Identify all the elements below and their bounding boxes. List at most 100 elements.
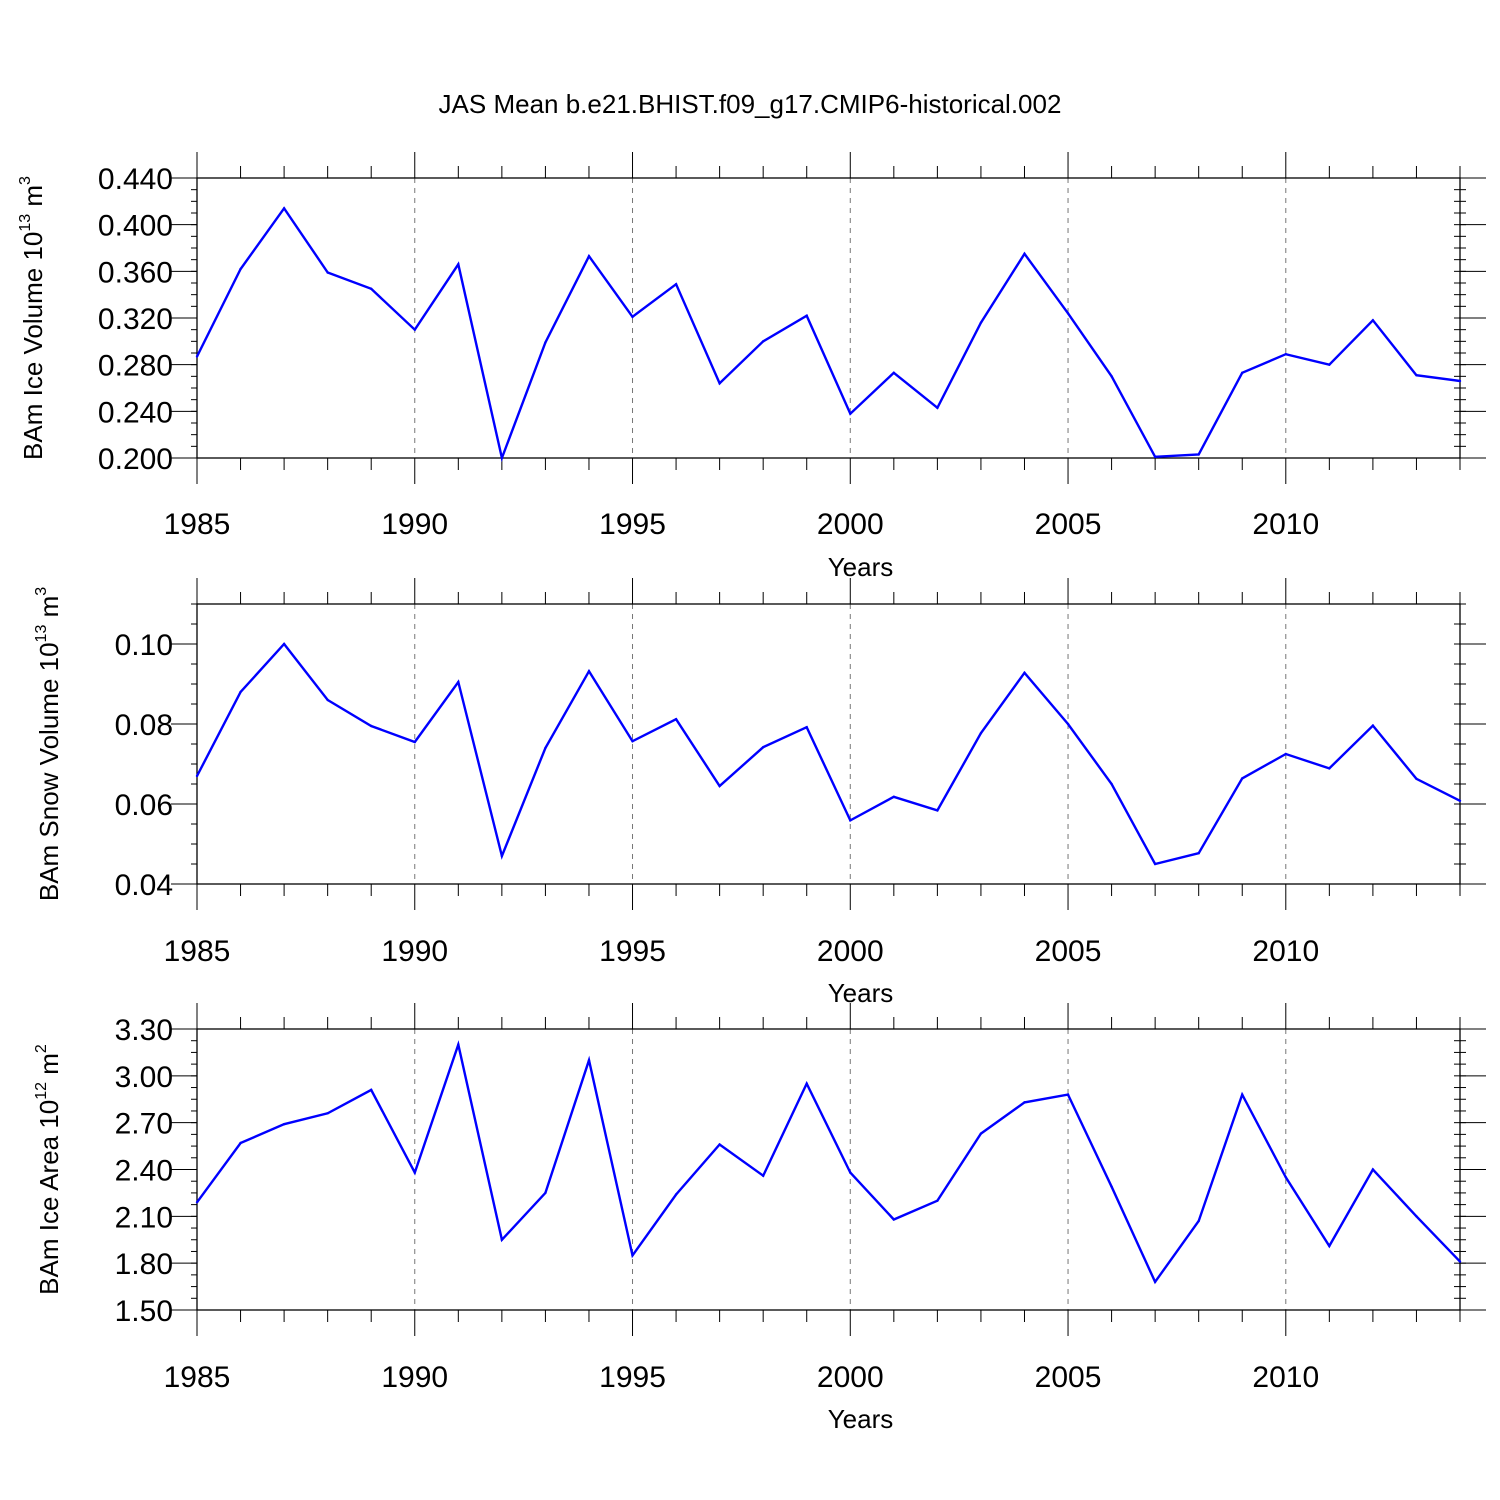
data-point	[718, 382, 721, 385]
y-tick-label: 0.360	[98, 256, 173, 289]
data-point	[1241, 777, 1244, 780]
data-point	[1458, 799, 1462, 802]
x-tick-label: 2005	[1035, 935, 1102, 968]
data-point	[718, 784, 721, 788]
y-axis-label-superscript: 3	[33, 587, 50, 596]
data-point	[1110, 782, 1113, 786]
data-point	[1328, 363, 1331, 366]
data-point	[1066, 312, 1070, 315]
data-point	[1371, 724, 1375, 727]
data-point	[1197, 852, 1200, 855]
data-point	[413, 1171, 416, 1174]
data-point	[1458, 379, 1462, 383]
y-tick-label: 0.440	[98, 163, 173, 196]
data-point	[1153, 862, 1157, 866]
data-point	[849, 412, 852, 415]
x-tick-label: 1995	[599, 508, 666, 541]
data-point	[936, 406, 939, 410]
data-point	[587, 670, 591, 673]
data-point	[1284, 352, 1287, 356]
y-axis-label-part: m	[18, 185, 48, 214]
data-point	[631, 1254, 634, 1257]
data-point	[1153, 455, 1157, 459]
data-point	[239, 690, 242, 694]
data-point	[631, 315, 634, 319]
y-tick-label: 1.80	[115, 1248, 173, 1281]
y-axis-label-part: m	[34, 596, 64, 625]
y-axis-label-part: BAm Ice Area 10	[34, 1100, 64, 1295]
data-point	[936, 809, 939, 812]
x-tick-label: 2010	[1252, 1361, 1319, 1394]
y-axis-label: BAm Snow Volume 1013 m3	[33, 587, 64, 901]
data-point	[544, 341, 547, 344]
data-point	[500, 854, 504, 858]
x-tick-label: 1990	[381, 935, 448, 968]
data-point	[239, 1141, 242, 1145]
y-tick-label: 0.280	[98, 350, 173, 383]
data-point	[500, 1238, 504, 1241]
x-tick-label: 2005	[1035, 508, 1102, 541]
y-tick-label: 0.400	[98, 210, 173, 243]
y-tick-label: 2.10	[115, 1201, 173, 1234]
data-point	[674, 718, 678, 721]
data-point	[195, 355, 199, 358]
x-axis-label: Years	[828, 552, 894, 582]
y-tick-label: 0.320	[98, 303, 173, 336]
y-axis-label-superscript: 12	[33, 1082, 50, 1100]
x-tick-label: 2010	[1252, 935, 1319, 968]
data-point	[457, 680, 460, 684]
data-point	[457, 1043, 460, 1046]
data-point	[805, 314, 808, 317]
data-point	[326, 271, 329, 274]
y-tick-label: 0.08	[115, 709, 173, 742]
x-tick-label: 2000	[817, 1361, 884, 1394]
data-point	[1415, 1215, 1418, 1218]
y-tick-label: 0.06	[115, 789, 173, 822]
data-point	[936, 1199, 939, 1202]
data-point	[500, 456, 504, 460]
y-axis-label-superscript: 13	[17, 214, 34, 232]
data-point	[239, 267, 242, 271]
data-point	[674, 1193, 678, 1196]
data-point	[1066, 722, 1070, 726]
y-axis-label-part: m	[34, 1053, 64, 1082]
x-tick-label: 1985	[164, 1361, 231, 1394]
y-tick-label: 0.10	[115, 629, 173, 662]
data-point	[1110, 1185, 1113, 1188]
y-axis-label-superscript: 13	[33, 625, 50, 643]
y-axis-label: BAm Ice Volume 1013 m3	[17, 176, 48, 460]
data-point	[370, 724, 373, 728]
y-tick-label: 3.00	[115, 1061, 173, 1094]
data-point	[544, 746, 547, 750]
data-point	[849, 819, 852, 822]
data-point	[892, 371, 896, 375]
data-point	[1023, 671, 1026, 674]
x-tick-label: 1995	[599, 1361, 666, 1394]
x-tick-label: 1985	[164, 935, 231, 968]
data-point	[370, 287, 373, 291]
data-point	[849, 1171, 852, 1174]
y-tick-label: 1.50	[115, 1295, 173, 1328]
x-tick-label: 1990	[381, 1361, 448, 1394]
data-point	[1241, 371, 1244, 375]
y-tick-label: 0.04	[115, 869, 173, 902]
plot-frame	[196, 177, 1461, 459]
data-point	[457, 263, 460, 266]
data-series-line	[196, 1040, 1461, 1285]
data-point	[326, 1112, 329, 1115]
plot-frame	[196, 603, 1461, 885]
data-point	[805, 726, 808, 729]
chart-panel-3: 1.50 1.80 2.10 2.40 2.70 3.00 3.30 1985 1990 1995…	[33, 1003, 1486, 1434]
data-point	[195, 774, 199, 778]
data-point	[413, 740, 416, 744]
data-point	[587, 254, 591, 258]
data-point	[1458, 1260, 1462, 1263]
x-tick-label: 1995	[599, 935, 666, 968]
data-point	[1284, 1176, 1287, 1179]
data-point	[282, 1123, 286, 1126]
y-tick-label: 3.30	[115, 1014, 173, 1047]
data-point	[979, 732, 983, 735]
y-tick-label: 2.40	[115, 1155, 173, 1188]
data-point	[1197, 1219, 1200, 1223]
